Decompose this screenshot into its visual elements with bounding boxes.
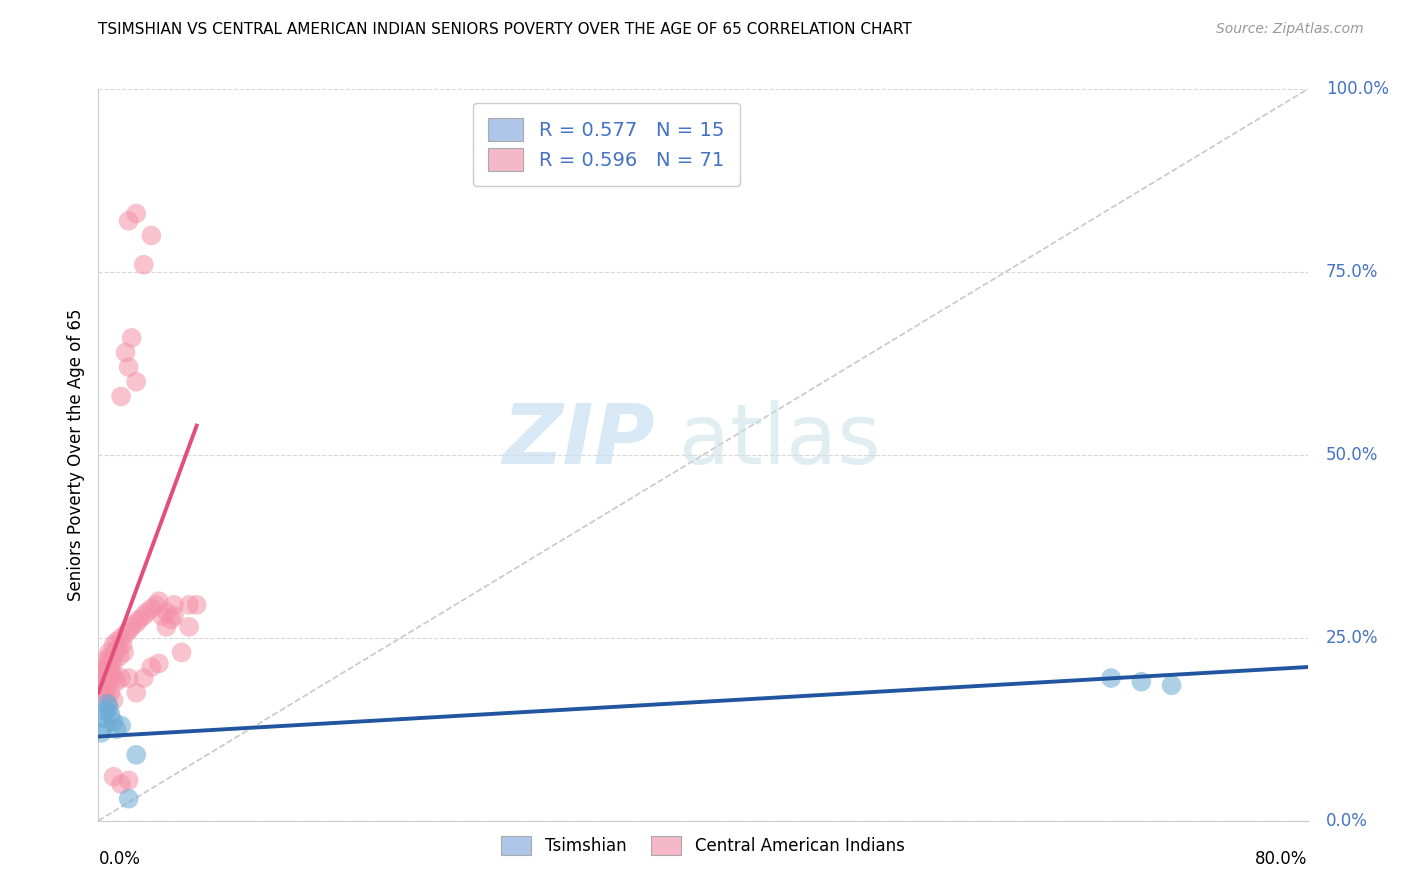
Point — [118, 791, 141, 805]
Point — [125, 747, 148, 762]
Point — [96, 678, 118, 692]
Point — [177, 598, 201, 612]
Point — [100, 649, 122, 664]
Point — [163, 598, 186, 612]
Legend: Tsimshian, Central American Indians: Tsimshian, Central American Indians — [489, 824, 917, 867]
Point — [94, 690, 117, 704]
Point — [118, 624, 141, 638]
Point — [91, 667, 114, 681]
Point — [90, 726, 112, 740]
Point — [110, 389, 132, 403]
Point — [1160, 678, 1182, 692]
Text: 25.0%: 25.0% — [1326, 629, 1378, 647]
Point — [98, 645, 121, 659]
Text: 0.0%: 0.0% — [98, 850, 141, 868]
Point — [121, 331, 143, 345]
Point — [128, 613, 150, 627]
Point — [108, 649, 131, 664]
Point — [125, 616, 148, 631]
Point — [103, 671, 125, 685]
Point — [177, 620, 201, 634]
Point — [170, 645, 193, 659]
Text: Source: ZipAtlas.com: Source: ZipAtlas.com — [1216, 22, 1364, 37]
Point — [125, 686, 148, 700]
Point — [118, 360, 141, 375]
Point — [148, 657, 170, 671]
Point — [105, 674, 128, 689]
Point — [125, 375, 148, 389]
Point — [96, 697, 118, 711]
Point — [118, 671, 141, 685]
Point — [121, 620, 143, 634]
Point — [132, 608, 155, 623]
Point — [118, 214, 141, 228]
Point — [125, 206, 148, 220]
Point — [1130, 674, 1153, 689]
Text: atlas: atlas — [679, 400, 880, 481]
Text: 100.0%: 100.0% — [1326, 80, 1389, 98]
Point — [111, 638, 134, 652]
Point — [186, 598, 208, 612]
Point — [94, 664, 117, 678]
Point — [98, 700, 121, 714]
Text: 50.0%: 50.0% — [1326, 446, 1378, 464]
Point — [94, 704, 117, 718]
Point — [98, 671, 121, 685]
Text: 80.0%: 80.0% — [1256, 850, 1308, 868]
Point — [114, 345, 136, 359]
Point — [103, 770, 125, 784]
Point — [105, 634, 128, 648]
Point — [110, 718, 132, 732]
Point — [160, 613, 183, 627]
Point — [163, 608, 186, 623]
Point — [100, 686, 122, 700]
Point — [100, 707, 122, 722]
Point — [96, 657, 118, 671]
Point — [107, 641, 129, 656]
Point — [141, 228, 163, 243]
Point — [110, 631, 132, 645]
Point — [112, 645, 135, 659]
Point — [155, 620, 177, 634]
Point — [145, 598, 167, 612]
Point — [94, 653, 117, 667]
Point — [135, 605, 157, 619]
Point — [103, 657, 125, 671]
Point — [132, 258, 155, 272]
Point — [141, 601, 163, 615]
Point — [1099, 671, 1122, 685]
Point — [93, 671, 115, 685]
Point — [110, 671, 132, 685]
Point — [103, 714, 125, 729]
Point — [110, 777, 132, 791]
Point — [104, 645, 127, 659]
Point — [132, 671, 155, 685]
Point — [100, 660, 122, 674]
Point — [94, 674, 117, 689]
Point — [103, 693, 125, 707]
Text: TSIMSHIAN VS CENTRAL AMERICAN INDIAN SENIORS POVERTY OVER THE AGE OF 65 CORRELAT: TSIMSHIAN VS CENTRAL AMERICAN INDIAN SEN… — [98, 22, 912, 37]
Point — [101, 653, 124, 667]
Point — [98, 660, 121, 674]
Point — [93, 718, 115, 732]
Point — [91, 686, 114, 700]
Point — [96, 667, 118, 681]
Point — [91, 711, 114, 725]
Text: ZIP: ZIP — [502, 400, 655, 481]
Point — [114, 627, 136, 641]
Point — [101, 667, 124, 681]
Point — [118, 773, 141, 788]
Point — [105, 723, 128, 737]
Point — [141, 660, 163, 674]
Text: 75.0%: 75.0% — [1326, 263, 1378, 281]
Text: 0.0%: 0.0% — [1326, 812, 1368, 830]
Point — [90, 678, 112, 692]
Point — [155, 605, 177, 619]
Point — [93, 681, 115, 696]
Point — [93, 660, 115, 674]
Point — [103, 638, 125, 652]
Y-axis label: Seniors Poverty Over the Age of 65: Seniors Poverty Over the Age of 65 — [66, 309, 84, 601]
Point — [150, 608, 173, 623]
Point — [148, 594, 170, 608]
